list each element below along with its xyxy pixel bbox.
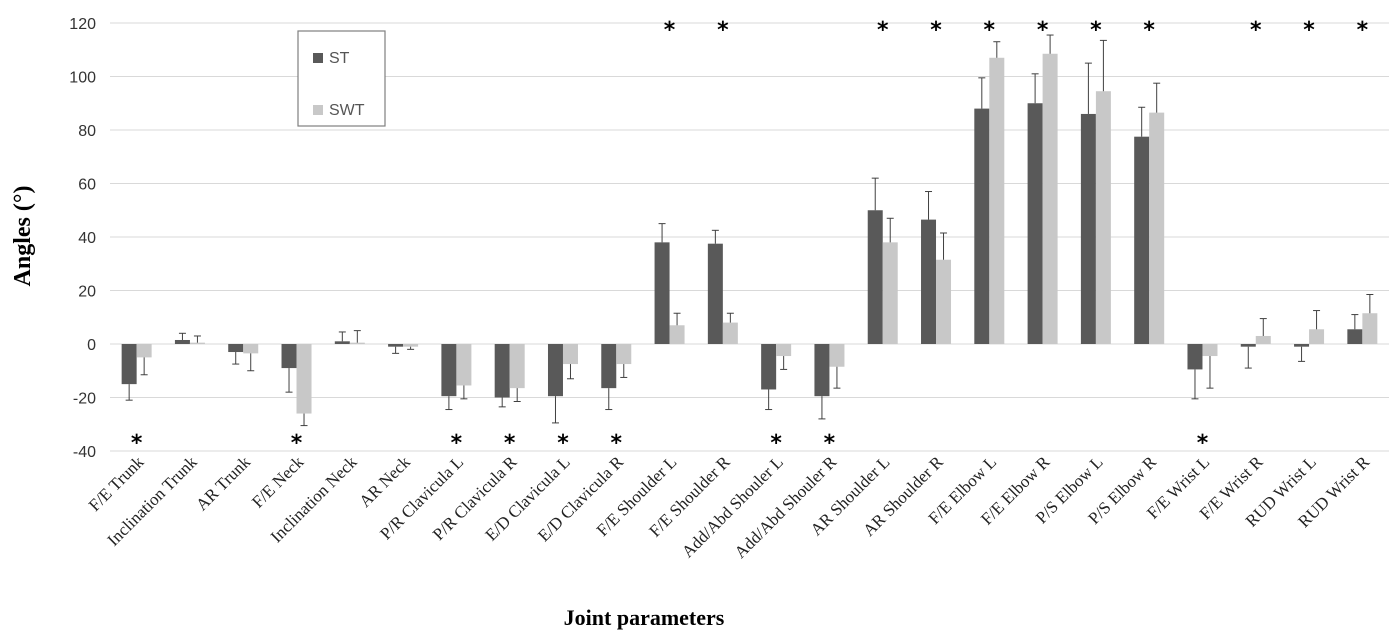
y-tick-label: 20 bbox=[78, 284, 96, 301]
bar-st bbox=[1187, 344, 1203, 370]
significance-star: * bbox=[1143, 18, 1155, 43]
bar-swt bbox=[882, 242, 898, 344]
significance-star: * bbox=[824, 431, 836, 456]
bar-st bbox=[1134, 136, 1150, 344]
bar-swt bbox=[1362, 313, 1378, 344]
bar-st bbox=[1240, 344, 1256, 347]
bar-swt bbox=[1042, 53, 1058, 344]
bar-st bbox=[601, 344, 617, 389]
bars bbox=[121, 53, 1378, 414]
significance-star: * bbox=[664, 18, 676, 43]
y-tick-label: -40 bbox=[73, 444, 96, 461]
bar-swt bbox=[349, 342, 365, 344]
bar-st bbox=[974, 108, 990, 344]
error-bars bbox=[125, 34, 1374, 427]
significance-star: * bbox=[611, 431, 623, 456]
x-axis-title: Joint parameters bbox=[564, 605, 725, 630]
bar-swt bbox=[136, 344, 152, 358]
bar-st bbox=[174, 339, 190, 344]
bar-st bbox=[494, 344, 510, 398]
legend-label-st: ST bbox=[329, 50, 350, 67]
bar-st bbox=[1027, 103, 1043, 344]
significance-star: * bbox=[984, 18, 996, 43]
significance-star: * bbox=[1250, 18, 1262, 43]
y-tick-label: 60 bbox=[78, 177, 96, 194]
bar-swt bbox=[1255, 335, 1271, 344]
bar-swt bbox=[776, 344, 792, 357]
bar-swt bbox=[562, 344, 578, 365]
x-tick-label: Inclination Trunk bbox=[104, 452, 202, 550]
significance-star: * bbox=[770, 431, 782, 456]
significance-star: * bbox=[291, 431, 303, 456]
bar-swt bbox=[1149, 112, 1165, 344]
y-tick-label: 40 bbox=[78, 230, 96, 247]
bar-st bbox=[867, 210, 883, 344]
significance-markers: * * * * * * * * * * * * * * * * * * * * bbox=[131, 18, 1369, 456]
bar-swt bbox=[936, 259, 952, 344]
significance-star: * bbox=[717, 18, 729, 43]
y-tick-label: 80 bbox=[78, 123, 96, 140]
significance-star: * bbox=[1090, 18, 1102, 43]
gridlines bbox=[110, 22, 1389, 452]
x-tick-label: Add/Abd Shouler L bbox=[678, 452, 787, 561]
y-tick-labels: -40 -20 0 20 40 60 80 100 120 bbox=[69, 16, 96, 461]
legend-swatch-swt bbox=[313, 105, 323, 115]
bar-swt bbox=[1309, 329, 1325, 344]
bar-swt bbox=[509, 344, 525, 389]
legend: ST SWT bbox=[297, 30, 386, 127]
legend-box bbox=[297, 30, 386, 127]
bar-st bbox=[1294, 344, 1310, 347]
significance-star: * bbox=[1037, 18, 1049, 43]
significance-star: * bbox=[877, 18, 889, 43]
bar-st bbox=[547, 344, 563, 397]
bar-swt bbox=[989, 57, 1005, 345]
significance-star: * bbox=[451, 431, 463, 456]
significance-star: * bbox=[131, 431, 143, 456]
bar-swt bbox=[616, 344, 632, 365]
x-tick-label: AR Trunk bbox=[192, 452, 254, 514]
bar-st bbox=[388, 344, 404, 347]
bar-swt bbox=[1202, 344, 1218, 357]
bar-st bbox=[814, 344, 830, 397]
significance-star: * bbox=[504, 431, 516, 456]
bar-st bbox=[1080, 113, 1096, 344]
bar-swt bbox=[189, 342, 205, 344]
bar-st bbox=[654, 242, 670, 344]
bar-swt bbox=[1095, 91, 1111, 345]
significance-star: * bbox=[930, 18, 942, 43]
bar-swt bbox=[456, 344, 472, 386]
bar-st bbox=[921, 219, 937, 344]
bar-swt bbox=[403, 344, 419, 347]
bar-swt bbox=[296, 344, 312, 414]
significance-star: * bbox=[1197, 431, 1209, 456]
significance-star: * bbox=[557, 431, 569, 456]
bar-st bbox=[707, 243, 723, 344]
y-axis-title: Angles (°) bbox=[10, 186, 36, 287]
bar-st bbox=[441, 344, 457, 397]
legend-label-swt: SWT bbox=[329, 102, 365, 119]
y-tick-label: 120 bbox=[69, 16, 96, 33]
bar-swt bbox=[243, 344, 259, 354]
significance-star: * bbox=[1357, 18, 1369, 43]
bar-st bbox=[228, 344, 244, 353]
bar-st bbox=[281, 344, 297, 369]
y-tick-label: -20 bbox=[73, 391, 96, 408]
bar-st bbox=[1347, 329, 1363, 344]
bar-swt bbox=[669, 325, 685, 344]
y-tick-label: 0 bbox=[87, 337, 96, 354]
bar-swt bbox=[829, 344, 845, 367]
y-tick-label: 100 bbox=[69, 70, 96, 87]
significance-star: * bbox=[1303, 18, 1315, 43]
bar-st bbox=[121, 344, 137, 385]
bar-swt bbox=[722, 322, 738, 344]
legend-swatch-st bbox=[313, 53, 323, 63]
bar-st bbox=[761, 344, 777, 390]
bar-st bbox=[334, 341, 350, 344]
